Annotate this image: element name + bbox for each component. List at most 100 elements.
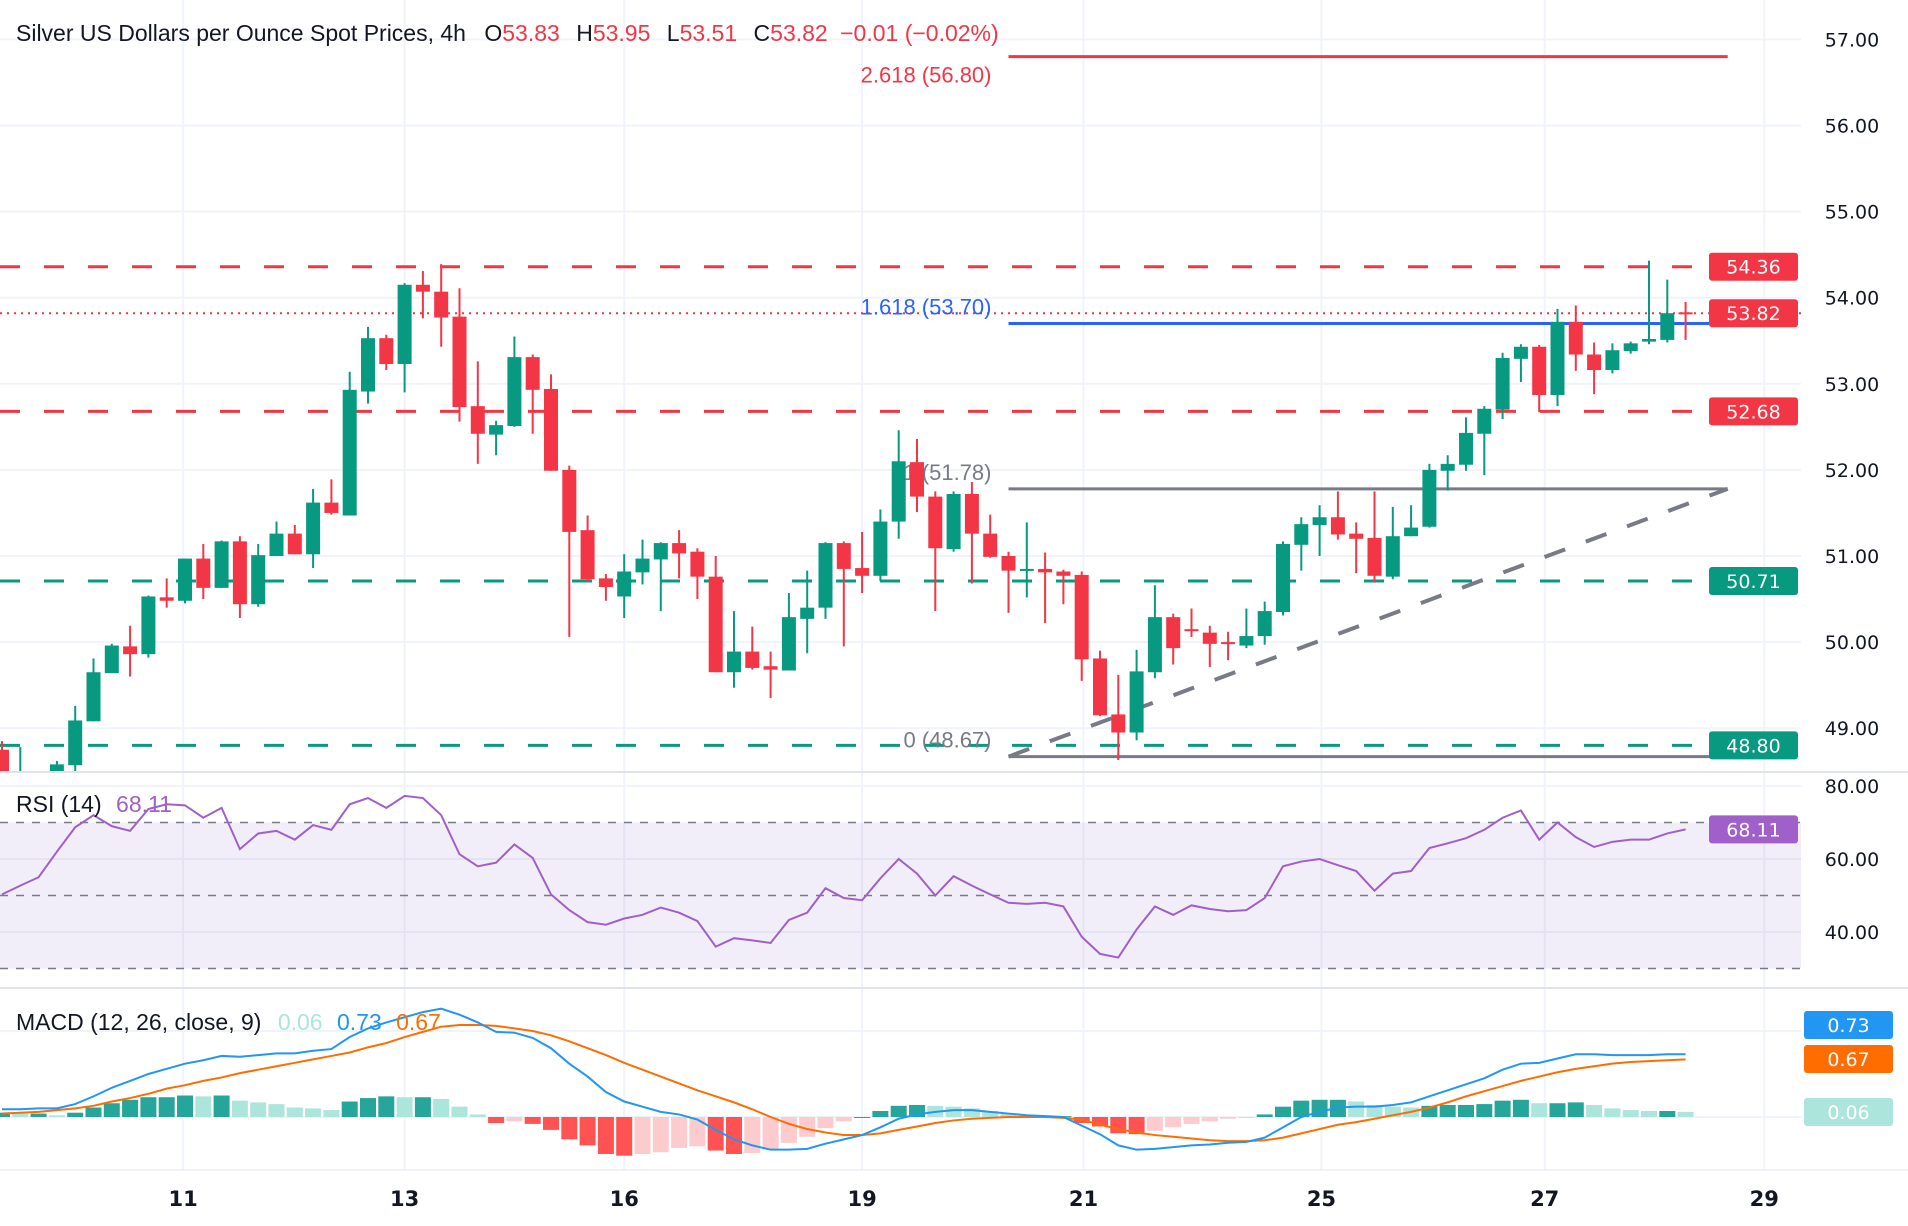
candle-bearish[interactable] [415,271,430,319]
symbol-legend[interactable]: Silver US Dollars per Ounce Spot Prices,… [16,20,999,46]
candle-bearish[interactable] [196,543,211,600]
candle-bearish[interactable] [1349,522,1364,574]
candle-bullish[interactable] [342,371,357,516]
candle-bullish[interactable] [86,658,101,722]
candle-bearish[interactable] [0,741,9,788]
candle-bearish[interactable] [763,651,778,699]
candle-bullish[interactable] [1422,463,1437,528]
candle-bearish[interactable] [910,438,924,513]
candle-bullish[interactable] [1495,352,1510,420]
candle-bearish[interactable] [287,525,302,555]
candle-bullish[interactable] [1404,505,1419,537]
candle-bearish[interactable] [580,515,595,581]
candle-bullish[interactable] [1257,601,1272,645]
candle-bullish[interactable] [1550,308,1565,407]
candle-bearish[interactable] [1074,571,1089,681]
candle-bearish[interactable] [379,334,394,371]
candle-bearish[interactable] [1221,631,1236,661]
candle-bullish[interactable] [1239,608,1254,649]
candle-bearish[interactable] [1111,674,1126,761]
candle-bearish[interactable] [1532,345,1547,413]
candle-bullish[interactable] [635,539,650,585]
candle-bullish[interactable] [178,558,192,604]
candle-bearish[interactable] [1001,551,1016,613]
candle-bearish[interactable] [672,530,687,579]
candle-bullish[interactable] [1019,522,1034,598]
candle-bullish[interactable] [1513,344,1528,383]
candle-bullish[interactable] [141,595,156,658]
candle-bullish[interactable] [269,521,284,556]
candle-bearish[interactable] [690,548,705,600]
candle-bearish[interactable] [1330,491,1345,540]
candle-bearish[interactable] [470,361,485,464]
rsi-pane[interactable] [0,794,1801,970]
candle-bullish[interactable] [1129,649,1144,741]
candle-bearish[interactable] [452,288,467,422]
candle-bullish[interactable] [617,554,632,618]
candle-bullish[interactable] [1623,341,1638,354]
candle-bearish[interactable] [232,536,247,618]
candle-bearish[interactable] [983,514,998,558]
macd-line[interactable] [2,1007,1686,1151]
candle-bullish[interactable] [653,542,668,612]
candle-bearish[interactable] [1038,552,1053,624]
candle-bearish[interactable] [324,479,339,515]
candle-bearish[interactable] [562,465,577,637]
candle-bearish[interactable] [1184,608,1199,637]
candle-bullish[interactable] [1477,406,1492,476]
candle-bullish[interactable] [727,611,741,688]
candle-bullish[interactable] [818,542,833,619]
candle-bullish[interactable] [800,570,815,654]
candle-bearish[interactable] [434,264,449,347]
candle-bearish[interactable] [745,626,760,670]
candle-bullish[interactable] [1294,517,1309,571]
candle-bullish[interactable] [1660,279,1675,343]
candle-bullish[interactable] [1605,343,1620,374]
candle-bullish[interactable] [1642,260,1656,345]
candle-bullish[interactable] [1459,417,1473,471]
candle-bullish[interactable] [781,593,796,671]
candle-bullish[interactable] [891,430,906,539]
candle-bullish[interactable] [946,491,961,552]
rsi-line[interactable] [1,794,1686,959]
price-pane[interactable]: 2.618 (56.80)1.618 (53.70)1 (51.78)0 (48… [0,55,1801,797]
macd-signal-line[interactable] [1,1023,1686,1143]
candle-bearish[interactable] [1166,613,1181,665]
candle-bearish[interactable] [598,574,613,601]
candle-bearish[interactable] [1202,625,1217,668]
candle-bullish[interactable] [1440,455,1455,491]
candle-bearish[interactable] [928,491,943,612]
candle-bullish[interactable] [1385,506,1400,580]
candle-bearish[interactable] [1678,302,1693,340]
candle-bearish[interactable] [1056,569,1071,605]
candle-bearish[interactable] [1367,491,1382,583]
candle-bullish[interactable] [13,747,27,797]
candle-bearish[interactable] [1568,305,1583,371]
candle-bullish[interactable] [49,760,64,780]
candle-bearish[interactable] [708,556,723,673]
candle-bearish[interactable] [836,541,851,647]
candle-bearish[interactable] [544,374,558,471]
candle-bullish[interactable] [873,509,888,581]
candle-bullish[interactable] [397,283,412,393]
candle-bullish[interactable] [214,540,229,588]
candle-bullish[interactable] [68,705,83,772]
candle-bullish[interactable] [1147,585,1162,679]
candle-bullish[interactable] [507,336,522,427]
candle-bearish[interactable] [964,481,979,584]
candle-bullish[interactable] [1312,505,1327,556]
macd-pane[interactable] [0,1007,1694,1156]
candle-bullish[interactable] [306,488,321,569]
candle-bullish[interactable] [361,326,375,404]
candle-bearish[interactable] [855,531,870,594]
candle-bullish[interactable] [251,543,266,607]
candle-bearish[interactable] [123,625,138,677]
candle-bearish[interactable] [1093,650,1107,717]
candle-bearish[interactable] [159,578,174,608]
macd-legend[interactable]: MACD (12, 26, close, 9) 0.06 0.73 0.67 [16,1009,441,1035]
candle-bullish[interactable] [1276,541,1290,616]
candle-bullish[interactable] [489,420,504,456]
rsi-legend[interactable]: RSI (14) 68.11 [16,791,172,817]
candle-bearish[interactable] [1587,342,1602,395]
